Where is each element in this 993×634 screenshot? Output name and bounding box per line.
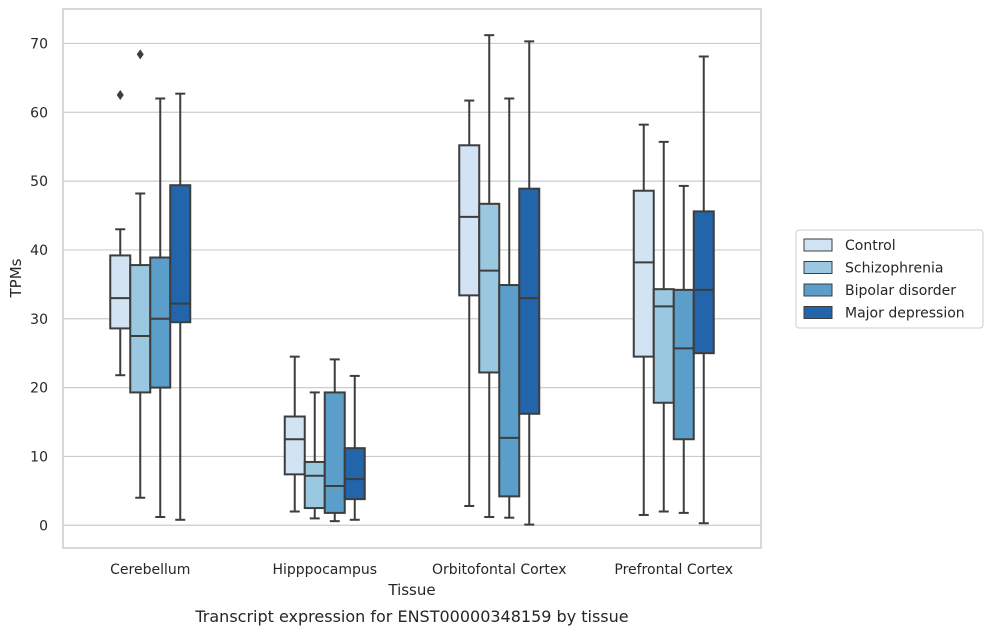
box-body [632,189,655,358]
y-tick-label-20: 20 [30,381,48,397]
box-body [518,187,541,415]
legend-swatch-2 [803,261,833,274]
x-axis-label: Tissue [387,581,435,599]
y-tick-label-70: 70 [30,36,48,52]
legend-frame [795,229,984,329]
box-body [458,144,481,297]
box-1-1 [109,90,132,377]
legend-swatch-4 [803,306,833,319]
box-body [109,254,132,330]
y-tick-labels: 0 10 20 30 40 50 60 70 [30,36,48,534]
y-axis-label: TPMs [7,258,25,298]
box-2-2 [303,391,326,520]
x-tick-label-2: Hipppocampus [272,562,377,578]
box-body [283,415,306,476]
box-body [129,264,152,394]
y-tick-label-60: 60 [30,105,48,121]
box-4-2 [343,374,366,521]
box-1-2 [283,355,306,513]
box-3-3 [498,97,521,519]
box-3-1 [149,97,172,519]
box-2-1 [129,49,152,499]
legend-label-2: Schizophrenia [845,261,943,277]
box-1-3 [458,99,481,508]
box-body [323,391,346,514]
box-3-4 [672,184,695,514]
box-body [343,447,366,501]
y-tick-label-0: 0 [39,518,48,534]
x-tick-label-3: Orbitofontal Cortex [432,562,567,578]
legend: Control Schizophrenia Bipolar disorder Majo… [795,229,984,329]
box-body [692,210,715,355]
box-4-1 [169,92,192,521]
box-4-4 [692,55,715,525]
box-body [498,284,521,498]
box-plot-series [109,34,715,526]
box-1-4 [632,123,655,516]
x-tick-label-1: Cerebellum [110,562,190,578]
box-4-3 [518,40,541,526]
y-tick-label-40: 40 [30,243,48,259]
box-body [672,288,695,441]
y-tick-label-50: 50 [30,174,48,190]
box-body [478,202,501,374]
legend-label-1: Control [845,238,896,254]
legend-label-4: Major depression [845,306,965,322]
box-2-3 [478,34,501,519]
legend-swatch-1 [803,238,833,252]
x-tick-labels: Cerebellum Hipppocampus Orbitofontal Corte… [110,562,733,578]
box-3-2 [323,358,346,523]
legend-swatch-3 [803,283,833,297]
box-body [169,184,192,324]
outlier-point-1 [116,90,124,101]
y-tick-label-10: 10 [30,449,48,465]
outlier-point-1 [136,49,144,60]
x-tick-label-4: Prefrontal Cortex [614,562,733,578]
chart-caption: Transcript expression for ENST0000034815… [194,607,628,626]
legend-label-3: Bipolar disorder [845,283,956,299]
plot-frame [62,8,762,549]
box-body [303,460,326,510]
box-body [149,256,172,389]
y-tick-label-30: 30 [30,312,48,328]
